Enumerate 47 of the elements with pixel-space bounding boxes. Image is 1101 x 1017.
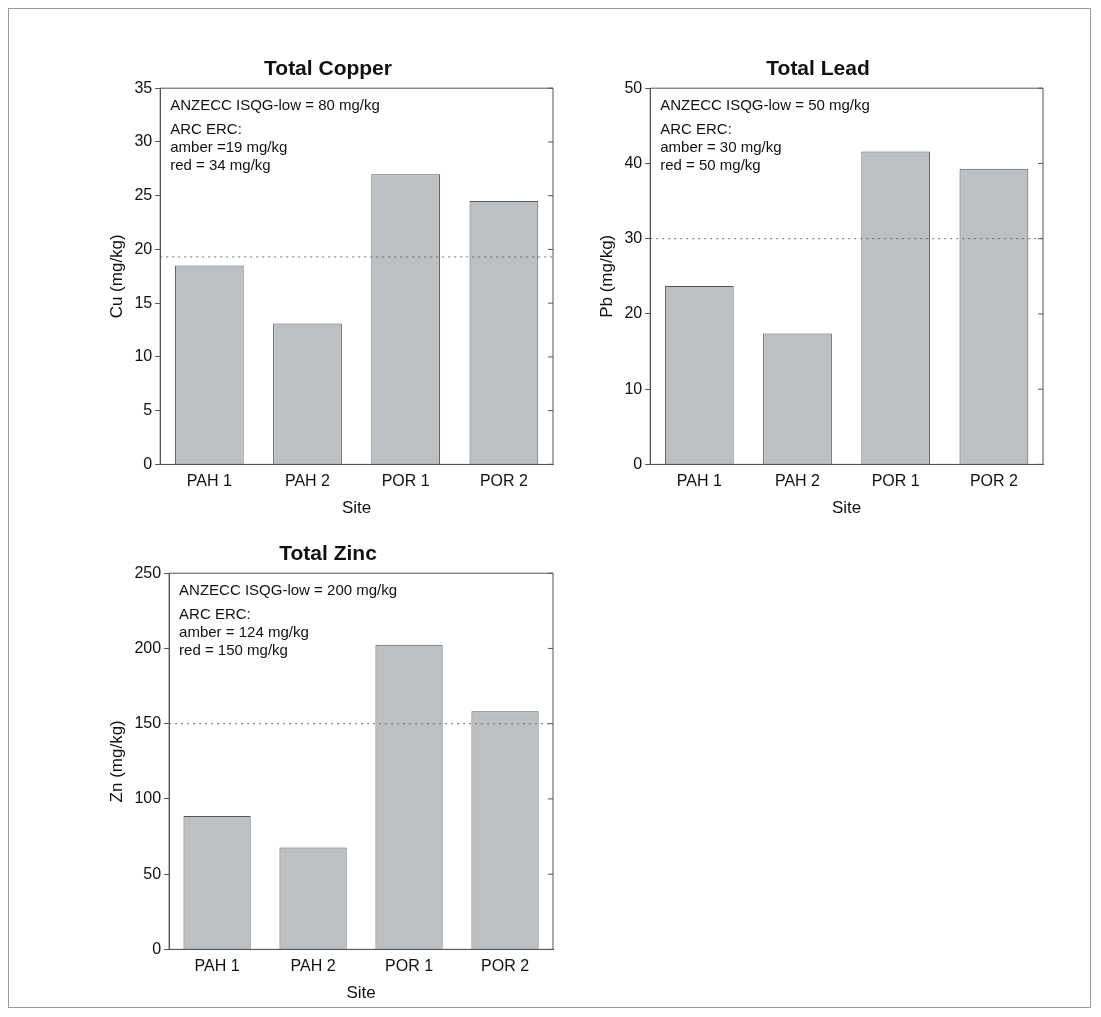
x-tick-label: PAH 1 (186, 472, 232, 490)
y-tick-label: 40 (624, 153, 643, 171)
y-tick-label: 50 (143, 864, 162, 882)
y-axis-title: Zn (mg/kg) (106, 720, 126, 803)
y-tick-label: 50 (624, 78, 643, 96)
y-tick-label: 200 (134, 638, 162, 656)
annotation: ARC ERC: amber =19 mg/kg red = 34 mg/kg (170, 119, 288, 173)
annotation: ANZECC ISQG-low = 50 mg/kg (660, 95, 870, 113)
y-tick-label: 100 (134, 789, 162, 807)
annotation: ARC ERC: amber = 30 mg/kg red = 50 mg/kg (660, 119, 782, 173)
y-tick-label: 250 (134, 563, 162, 581)
y-tick-label: 30 (134, 132, 153, 150)
y-tick-label: 20 (134, 239, 153, 257)
x-tick-label: PAH 2 (774, 472, 821, 490)
x-tick-label: POR 2 (481, 957, 530, 975)
x-tick-label: PAH 1 (676, 472, 722, 490)
y-axis-title: Cu (mg/kg) (106, 234, 126, 319)
chart-title: Total Copper (264, 56, 392, 80)
annotation: ARC ERC: amber = 124 mg/kg red = 150 mg/kg (179, 604, 309, 658)
x-axis-title: Site (346, 983, 376, 1003)
x-tick-label: POR 1 (381, 472, 430, 490)
y-axis-title: Pb (mg/kg) (596, 234, 616, 318)
x-tick-label: PAH 2 (284, 472, 331, 490)
x-axis-title: Site (831, 498, 862, 518)
x-tick-label: POR 2 (479, 472, 529, 490)
y-tick-label: 35 (134, 78, 153, 96)
annotation: ANZECC ISQG-low = 80 mg/kg (170, 95, 380, 113)
y-tick-label: 0 (143, 454, 153, 472)
x-tick-label: POR 2 (969, 472, 1019, 490)
x-tick-label: PAH 2 (290, 957, 336, 975)
y-tick-label: 150 (134, 714, 162, 732)
y-tick-label: 10 (134, 347, 153, 365)
y-tick-label: 20 (624, 304, 643, 322)
y-tick-label: 10 (624, 379, 643, 397)
x-tick-label: POR 1 (871, 472, 920, 490)
x-axis-title: Site (341, 498, 372, 518)
x-tick-label: PAH 1 (194, 957, 240, 975)
y-tick-label: 0 (152, 939, 162, 957)
chart-title: Total Zinc (279, 541, 378, 565)
y-tick-label: 5 (143, 401, 153, 419)
x-tick-label: POR 1 (385, 957, 434, 975)
chart-title: Total Lead (766, 56, 870, 80)
y-tick-label: 0 (633, 454, 643, 472)
y-tick-label: 25 (134, 186, 153, 204)
y-tick-label: 30 (624, 229, 643, 247)
y-tick-label: 15 (134, 293, 153, 311)
annotation: ANZECC ISQG-low = 200 mg/kg (179, 580, 398, 598)
